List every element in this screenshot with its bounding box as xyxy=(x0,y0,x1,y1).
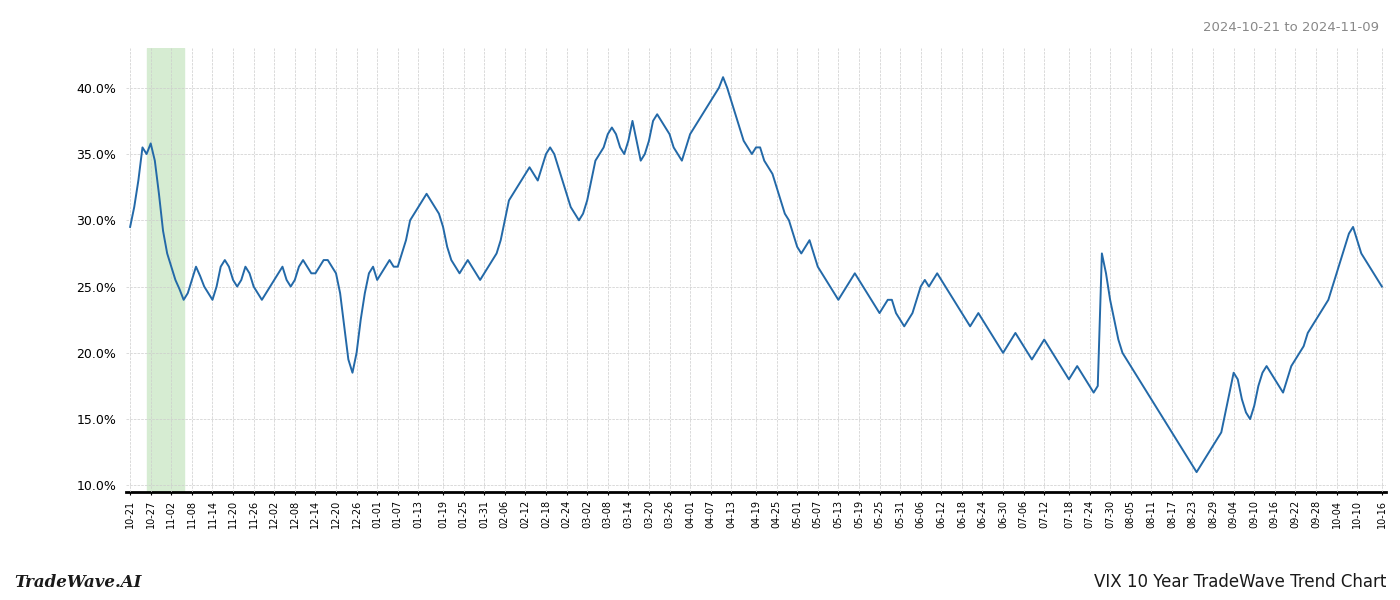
Bar xyxy=(147,48,183,492)
Text: TradeWave.AI: TradeWave.AI xyxy=(14,574,141,591)
Text: VIX 10 Year TradeWave Trend Chart: VIX 10 Year TradeWave Trend Chart xyxy=(1093,573,1386,591)
Text: 2024-10-21 to 2024-11-09: 2024-10-21 to 2024-11-09 xyxy=(1203,21,1379,34)
